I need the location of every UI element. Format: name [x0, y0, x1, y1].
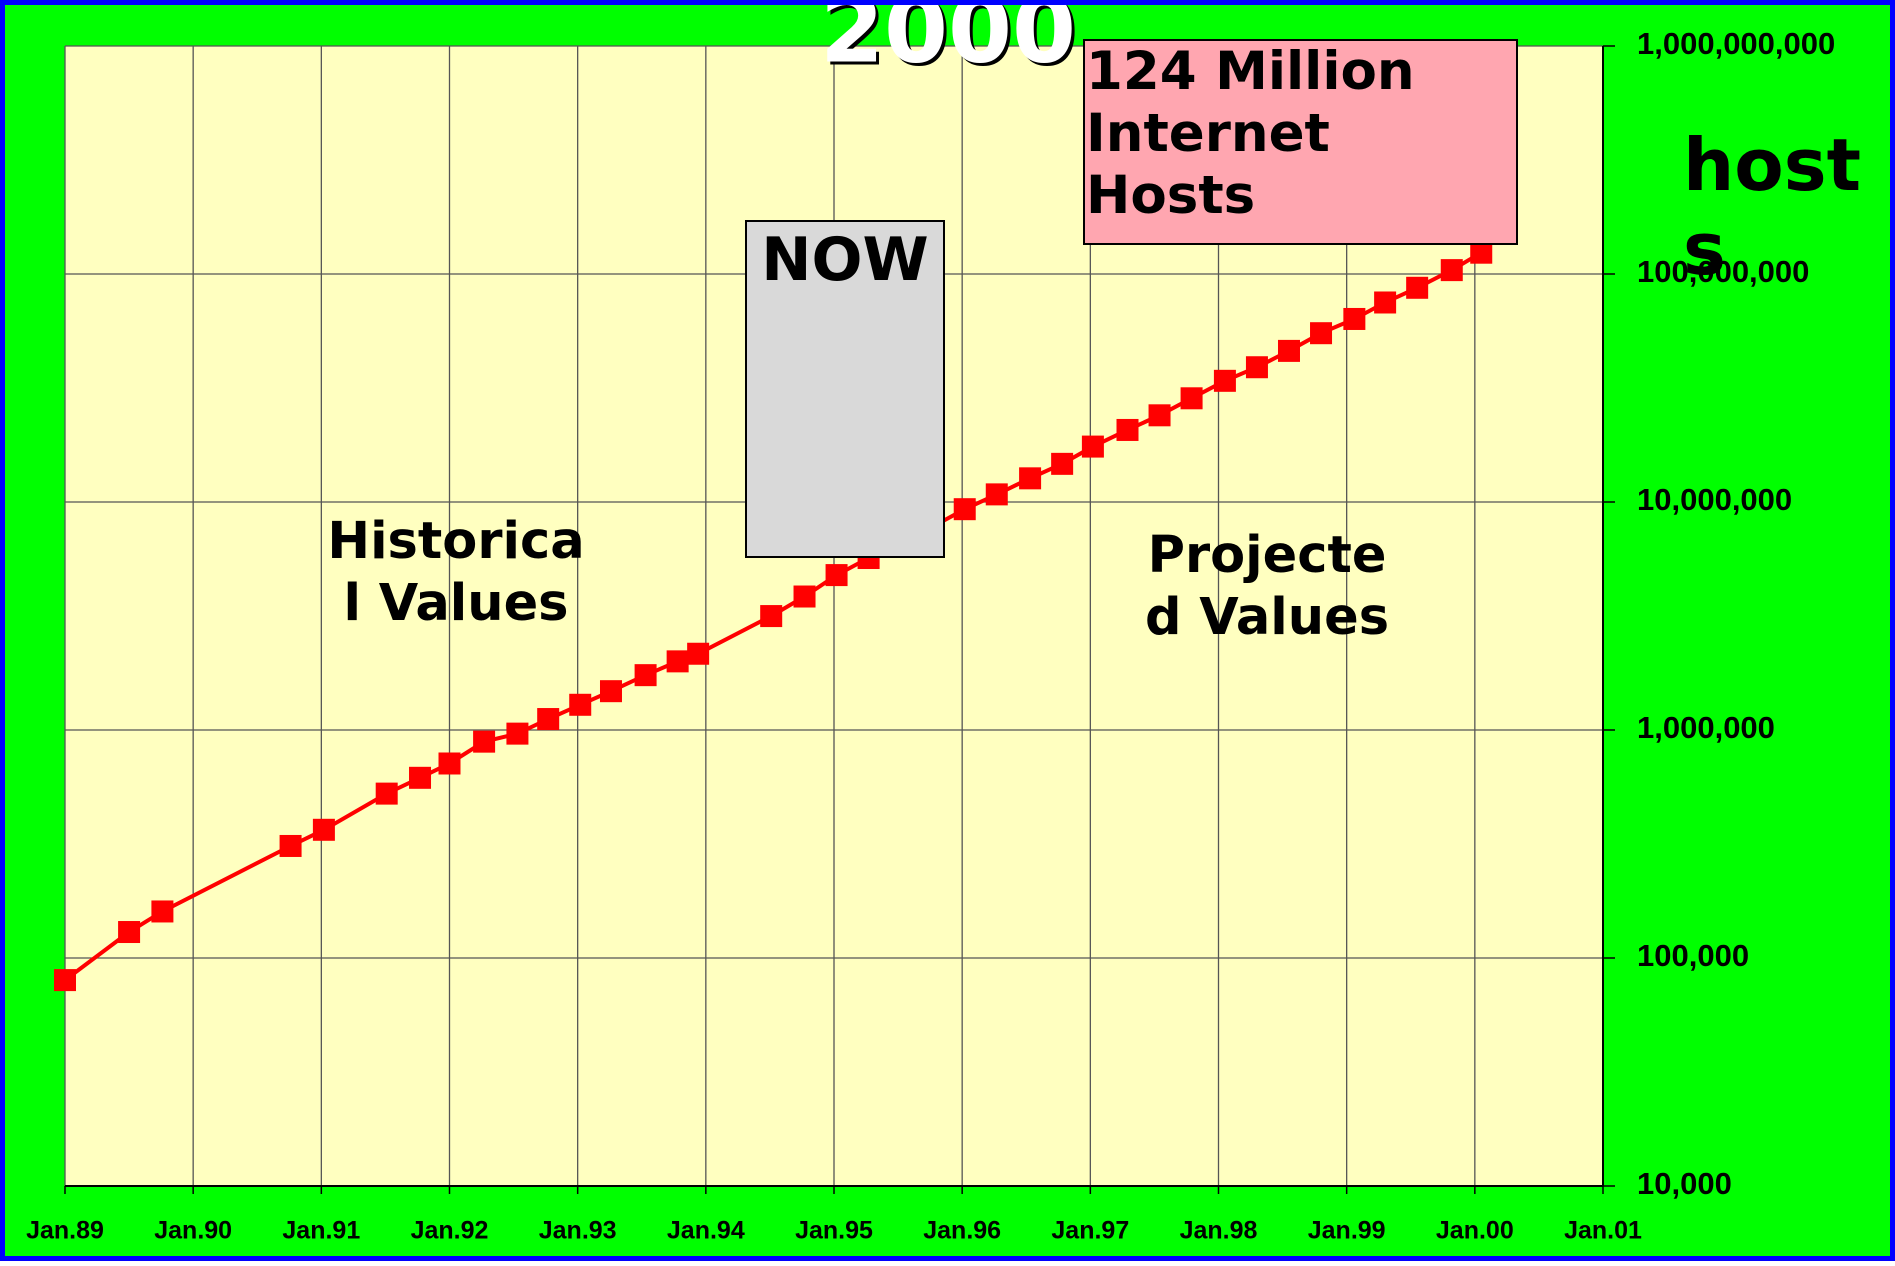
- x-tick-label: Jan.01: [1564, 1217, 1642, 1245]
- chart: 2000 2000 Jan.89 Jan.90 Jan.91 Jan.92 Jan.93…: [26, 5, 1835, 1245]
- data-point: [1019, 467, 1042, 490]
- data-point: [634, 664, 657, 687]
- y-tick-label: 1,000,000,000: [1637, 26, 1835, 61]
- data-point: [825, 564, 848, 587]
- data-point: [1116, 418, 1139, 441]
- data-point: [687, 642, 710, 665]
- x-tick-label: Jan.93: [539, 1217, 617, 1245]
- x-tick-label: Jan.91: [282, 1217, 360, 1245]
- data-point: [793, 585, 816, 608]
- data-point: [1470, 241, 1493, 264]
- annotation: NOW: [761, 225, 929, 295]
- x-tick-label: Jan.95: [795, 1217, 873, 1245]
- data-point: [1081, 435, 1104, 458]
- x-tick-label: Jan.98: [1180, 1217, 1258, 1245]
- data-point: [1310, 322, 1333, 345]
- y-tick-label: 100,000: [1637, 938, 1749, 973]
- x-tick-label: Jan.99: [1308, 1217, 1386, 1245]
- data-point: [54, 969, 76, 992]
- x-tick-label: Jan.94: [667, 1217, 745, 1245]
- x-tick-label: Jan.92: [411, 1217, 489, 1245]
- chart-title: 2000: [820, 5, 1076, 83]
- data-point: [1406, 276, 1429, 299]
- annotation: Historical Values: [327, 512, 585, 633]
- data-point: [1245, 356, 1268, 379]
- data-point: [985, 483, 1008, 506]
- data-point: [760, 605, 783, 628]
- data-point: [953, 498, 976, 521]
- data-point: [1148, 404, 1171, 427]
- y-tick-label: 10,000: [1637, 1166, 1732, 1201]
- data-point: [1440, 259, 1463, 282]
- data-point: [1343, 307, 1366, 330]
- x-tick-label: Jan.89: [26, 1217, 104, 1245]
- x-tick-label: Jan.97: [1051, 1217, 1129, 1245]
- chart-title-shadow: 2000: [823, 5, 1079, 86]
- data-point: [1213, 369, 1236, 392]
- x-tick-label: Jan.90: [154, 1217, 232, 1245]
- data-point: [473, 730, 496, 753]
- y-axis-label: hosts: [1683, 123, 1861, 291]
- data-point: [569, 693, 592, 716]
- x-tick-label: Jan.00: [1436, 1217, 1514, 1245]
- data-point: [1051, 452, 1074, 475]
- data-point: [438, 752, 461, 775]
- data-point: [151, 900, 174, 923]
- y-tick-label: 100,000,000: [1637, 254, 1809, 289]
- hosts-box: [1083, 39, 1518, 245]
- x-tick-label: Jan.96: [923, 1217, 1001, 1245]
- data-point: [375, 782, 398, 805]
- data-point: [506, 722, 529, 745]
- data-point: [666, 650, 689, 673]
- data-point: [118, 921, 141, 944]
- now-box: [745, 220, 945, 558]
- data-point: [409, 766, 432, 789]
- data-point: [1277, 339, 1300, 362]
- data-point: [1374, 291, 1397, 314]
- data-point: [1180, 387, 1203, 410]
- annotation: 124 Million Internet Hosts: [1086, 41, 1415, 226]
- data-point: [279, 834, 302, 857]
- y-tick-label: 10,000,000: [1637, 482, 1792, 517]
- data-point: [537, 708, 560, 731]
- data-point: [312, 818, 335, 841]
- annotation: Projected Values: [1144, 526, 1390, 647]
- data-point: [599, 680, 622, 703]
- y-tick-label: 1,000,000: [1637, 710, 1775, 745]
